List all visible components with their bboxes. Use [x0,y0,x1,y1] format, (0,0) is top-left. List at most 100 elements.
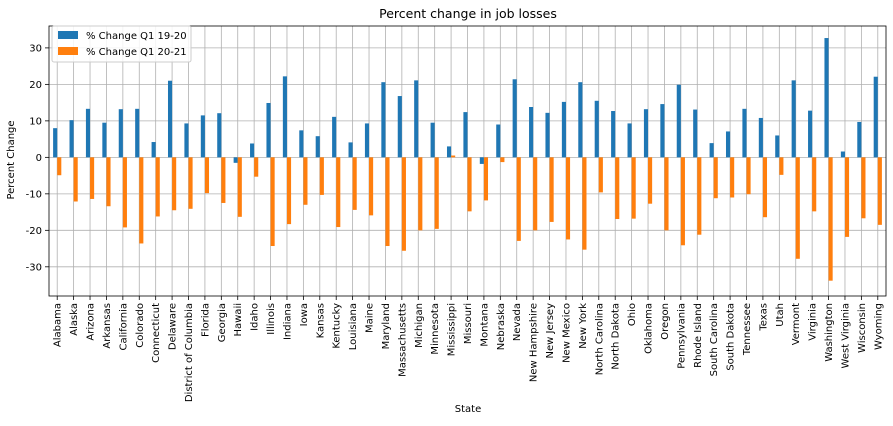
x-tick-label: Indiana [282,303,293,340]
bar-q1-19-20-new-york [578,82,583,158]
bar-q1-20-21-colorado [139,157,144,244]
bar-q1-19-20-washington [824,38,829,158]
bar-q1-19-20-virginia [808,110,813,158]
x-tick-label: Tennessee [742,303,753,356]
y-tick-label: 10 [29,116,42,127]
bar-q1-19-20-new-hampshire [529,107,534,158]
bar-q1-20-21-west-virginia [844,157,850,237]
x-tick-label: Connecticut [151,303,162,363]
bar-q1-19-20-nebraska [496,124,501,158]
x-tick-label: New Hampshire [529,303,540,382]
legend-swatch-series-2 [58,47,78,55]
x-tick-label: Hawaii [233,303,244,337]
x-tick-label: Iowa [299,303,310,326]
bar-q1-19-20-delaware [167,80,173,158]
bar-q1-19-20-new-jersey [545,112,550,158]
y-tick-label: -20 [26,226,42,237]
bar-q1-19-20-california [118,109,123,158]
bar-q1-19-20-wisconsin [857,121,862,158]
bar-q1-20-21-arizona [90,157,95,199]
bar-q1-20-21-florida [204,157,210,194]
bar-q1-19-20-indiana [282,76,287,158]
x-tick-label: Virginia [808,303,819,341]
x-tick-label: Georgia [217,303,228,342]
bars [53,38,882,281]
bar-q1-20-21-oklahoma [648,157,653,204]
bar-q1-20-21-virginia [812,157,817,212]
x-tick-label: Pennsylvania [676,303,687,369]
bar-q1-20-21-nebraska [500,157,505,163]
y-tick-label: 20 [29,80,42,91]
bar-q1-19-20-kentucky [332,116,337,158]
bar-q1-20-21-illinois [270,157,275,247]
bar-q1-20-21-new-mexico [565,157,571,240]
bar-q1-20-21-tennessee [746,157,751,195]
bar-q1-19-20-oregon [660,104,665,158]
bar-q1-19-20-michigan [414,80,419,158]
bar-q1-20-21-new-jersey [549,157,554,222]
x-tick-label: Missouri [463,303,474,344]
bar-q1-19-20-idaho [250,143,255,158]
chart-title: Percent change in job losses [379,6,557,21]
bar-q1-19-20-alabama [53,128,58,158]
bar-q1-20-21-arkansas [106,157,111,207]
bar-q1-20-21-missouri [467,157,472,212]
bar-q1-19-20-new-mexico [561,101,566,158]
bar-q1-20-21-oregon [664,157,669,231]
bar-q1-20-21-minnesota [434,157,439,229]
bar-q1-20-21-utah [779,157,784,175]
bar-q1-19-20-massachusetts [397,96,402,158]
bar-q1-19-20-north-carolina [594,100,599,158]
bar-q1-20-21-new-york [582,157,587,250]
bar-q1-19-20-arizona [85,108,91,158]
x-tick-label: New York [578,303,589,349]
bar-q1-20-21-pennsylvania [680,157,685,246]
bar-q1-20-21-south-carolina [713,157,718,199]
bar-q1-20-21-maine [369,157,374,216]
bar-q1-19-20-iowa [299,130,304,158]
x-tick-label: Washington [824,303,835,362]
x-tick-label: New Jersey [545,303,556,359]
x-tick-label: Montana [479,303,490,347]
bar-q1-20-21-montana [483,157,489,201]
bar-q1-20-21-washington [828,157,833,281]
bar-q1-20-21-alaska [73,157,78,202]
bar-q1-20-21-massachusetts [401,157,406,251]
bar-q1-19-20-south-dakota [725,131,731,158]
bar-q1-19-20-pennsylvania [676,84,681,158]
x-tick-label: New Mexico [561,303,572,363]
bar-q1-20-21-ohio [631,157,636,219]
bar-q1-20-21-district-of-columbia [188,157,193,209]
legend-label-series-2: % Change Q1 20-21 [86,47,187,58]
x-tick-label: Kentucky [332,303,343,349]
x-tick-label: Vermont [791,303,802,345]
bar-q1-19-20-texas [758,117,763,158]
bar-q1-19-20-minnesota [430,122,435,158]
x-tick-label: Ohio [627,303,638,326]
bar-q1-19-20-maine [364,123,370,158]
bar-q1-20-21-maryland [385,157,390,247]
x-tick-label: Florida [200,303,211,337]
x-tick-label: South Dakota [726,303,737,371]
bar-q1-20-21-california [122,157,127,228]
bar-q1-20-21-north-carolina [598,157,603,193]
x-tick-label: Oregon [660,303,671,340]
bar-q1-20-21-iowa [303,157,308,205]
x-tick-label: Arizona [86,303,97,341]
bar-q1-20-21-wisconsin [861,157,866,219]
bar-q1-19-20-vermont [791,80,796,158]
x-tick-label: Mississippi [447,303,458,356]
x-tick-label: West Virginia [840,303,851,368]
x-tick-label: Colorado [135,303,146,348]
y-tick-label: 30 [29,43,42,54]
x-tick-label: North Dakota [611,303,622,370]
y-tick-label: -30 [26,262,42,273]
x-tick-label: Idaho [250,303,261,331]
bar-q1-19-20-utah [775,135,780,158]
y-tick-label: -10 [26,189,42,200]
bar-q1-19-20-illinois [266,102,271,158]
bar-q1-19-20-south-carolina [709,143,714,158]
bar-q1-19-20-rhode-island [693,109,698,158]
x-tick-label: Alaska [69,303,80,336]
